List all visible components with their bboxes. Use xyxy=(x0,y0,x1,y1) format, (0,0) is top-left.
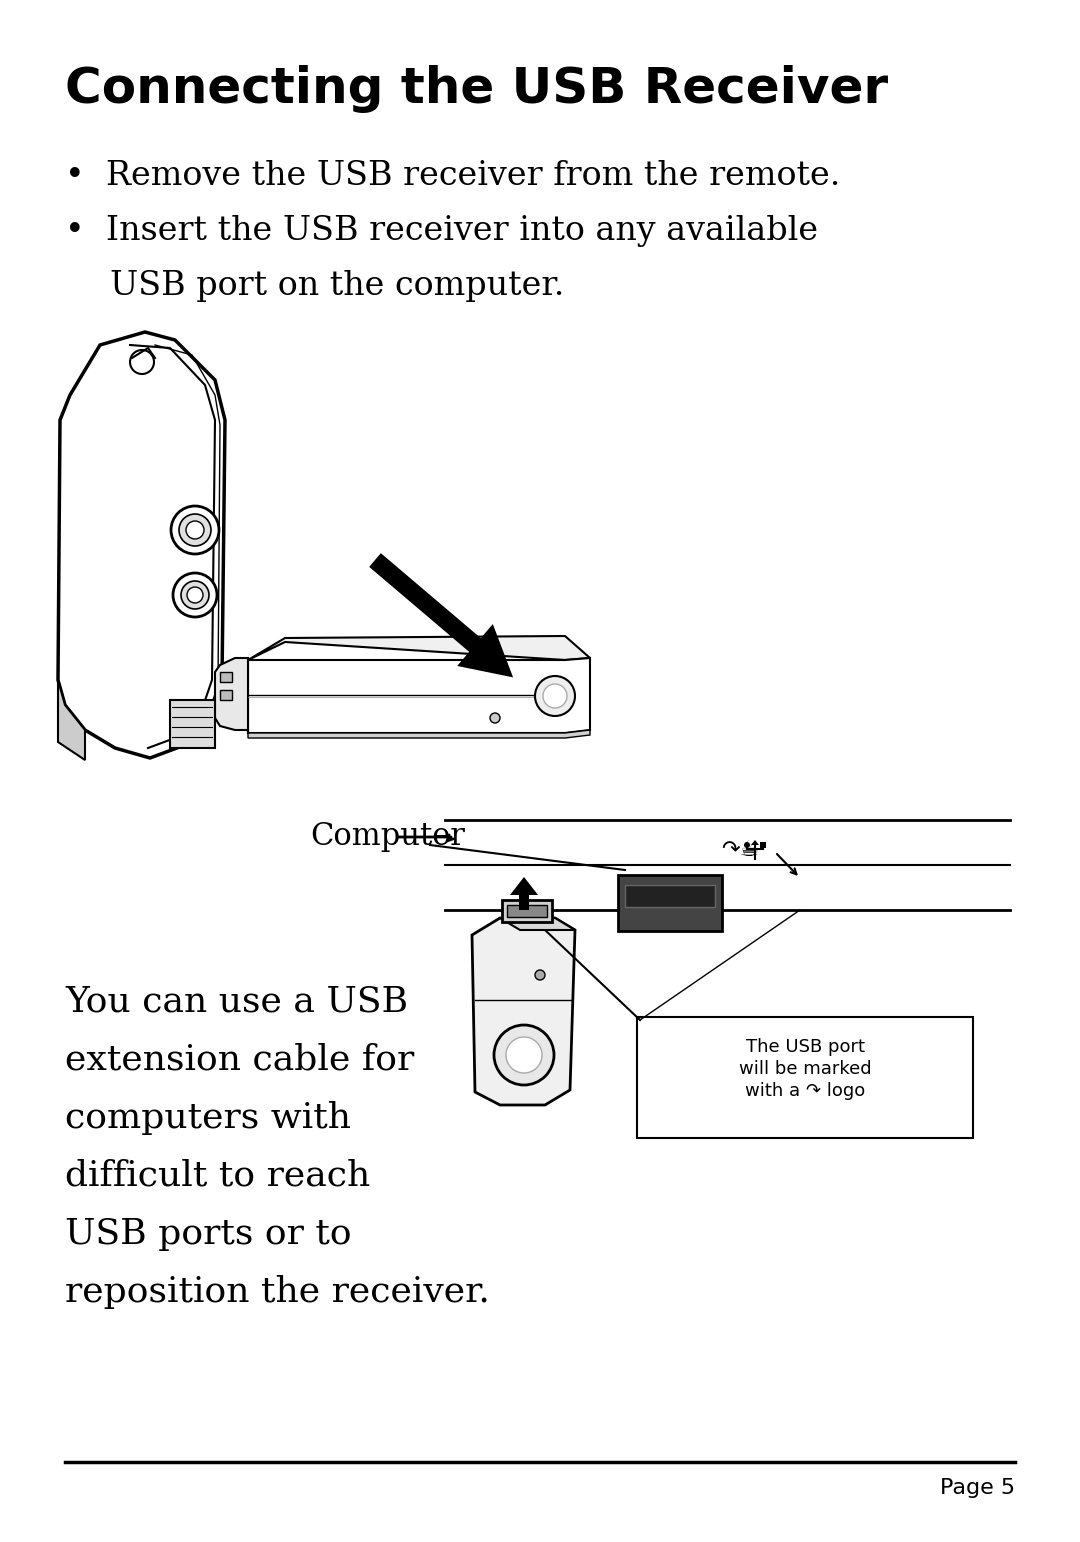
Polygon shape xyxy=(751,840,759,845)
Text: with a ↷ logo: with a ↷ logo xyxy=(745,1082,865,1099)
Text: The USB port: The USB port xyxy=(745,1038,864,1056)
Circle shape xyxy=(543,685,567,708)
FancyBboxPatch shape xyxy=(618,874,723,931)
Polygon shape xyxy=(58,680,85,760)
Circle shape xyxy=(186,521,204,540)
Polygon shape xyxy=(215,658,248,732)
FancyArrow shape xyxy=(369,554,513,677)
Circle shape xyxy=(171,506,219,554)
Polygon shape xyxy=(58,332,225,759)
Text: Computer: Computer xyxy=(310,822,464,853)
Circle shape xyxy=(179,513,211,546)
Polygon shape xyxy=(248,658,590,732)
Bar xyxy=(220,689,232,700)
Polygon shape xyxy=(248,635,590,660)
Text: USB port on the computer.: USB port on the computer. xyxy=(110,270,565,302)
Text: difficult to reach: difficult to reach xyxy=(65,1160,370,1194)
Polygon shape xyxy=(472,917,575,1106)
Text: reposition the receiver.: reposition the receiver. xyxy=(65,1275,490,1309)
Text: ↷☕: ↷☕ xyxy=(720,840,759,860)
Text: Page 5: Page 5 xyxy=(940,1477,1015,1497)
Text: will be marked: will be marked xyxy=(739,1059,872,1078)
Text: •  Insert the USB receiver into any available: • Insert the USB receiver into any avail… xyxy=(65,214,819,247)
Polygon shape xyxy=(248,729,590,739)
Polygon shape xyxy=(500,917,575,930)
Text: Connecting the USB Receiver: Connecting the USB Receiver xyxy=(65,65,888,113)
Circle shape xyxy=(490,712,500,723)
Bar xyxy=(507,905,546,917)
Bar xyxy=(502,901,552,922)
Bar xyxy=(760,842,766,848)
FancyBboxPatch shape xyxy=(637,1018,973,1138)
Circle shape xyxy=(187,588,203,603)
Circle shape xyxy=(535,970,545,981)
Text: extension cable for: extension cable for xyxy=(65,1042,415,1076)
Text: computers with: computers with xyxy=(65,1101,351,1135)
FancyArrow shape xyxy=(510,877,538,910)
Bar xyxy=(220,672,232,682)
Circle shape xyxy=(507,1038,542,1073)
Circle shape xyxy=(744,842,750,848)
Text: USB ports or to: USB ports or to xyxy=(65,1217,352,1251)
Circle shape xyxy=(181,581,210,609)
Bar xyxy=(625,885,715,907)
Bar xyxy=(170,700,215,748)
Circle shape xyxy=(535,675,575,715)
Text: You can use a USB: You can use a USB xyxy=(65,985,408,1019)
Circle shape xyxy=(173,574,217,617)
Text: •  Remove the USB receiver from the remote.: • Remove the USB receiver from the remot… xyxy=(65,160,840,193)
Circle shape xyxy=(494,1025,554,1086)
